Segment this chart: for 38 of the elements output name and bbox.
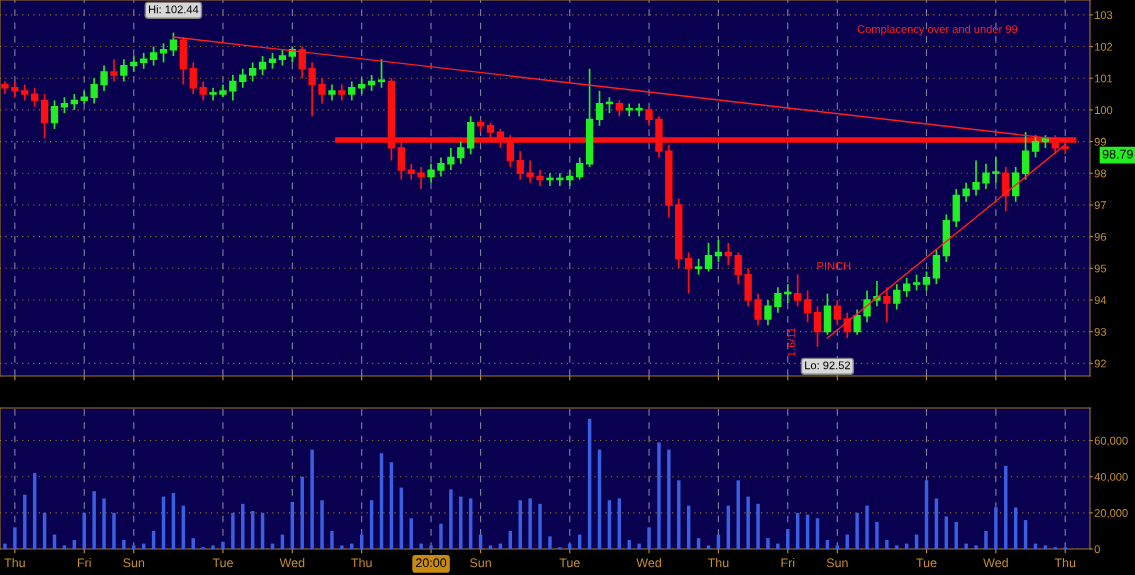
x-tick-label: Thu [4,558,25,568]
y-tick-label: 96 [1094,232,1107,241]
x-tick-label: Fri [77,558,91,568]
x-tick-label: Tue [559,558,580,568]
x-tick-label: Tue [916,558,937,568]
x-tick-label: Thu [1054,558,1076,568]
x-tick-label: Sun [826,558,848,568]
x-tick-label: Fri [781,558,795,568]
annotation: 1.6/11 [787,327,796,357]
x-tick-label: Tue [212,558,233,568]
x-tick-label: 20:00 [416,558,447,568]
text: 98.79 [1102,149,1133,159]
x-tick-label: Wed [983,558,1008,568]
y-tick-label: 92 [1094,359,1106,368]
x-tick-label: Sun [123,558,145,568]
y-tick-label: 0 [1094,545,1100,554]
y-tick-label: 97 [1094,201,1106,210]
y-tick-label: 102 [1095,42,1113,51]
y-tick-label: 99 [1094,137,1106,146]
y-tick-label: 93 [1094,327,1107,336]
x-tick-label: Wed [636,558,661,568]
annotation: Lo: 92.52 [805,361,851,370]
y-tick-label: 94 [1094,296,1107,305]
x-tick-label: Wed [279,558,305,568]
x-tick-label: Thu [707,558,729,568]
annotation: Complacency over and under 99 [857,24,1018,36]
x-tick-label: Sun [470,558,491,568]
y-tick-label: 40,000 [1094,472,1128,483]
annotation: PINCH [817,262,851,270]
y-tick-label: 95 [1094,264,1107,273]
annotation: Hi: 102.44 [149,5,199,14]
y-tick-label: 100 [1095,106,1113,115]
x-tick-label: Thu [351,558,372,568]
y-tick-label: 101 [1095,74,1113,83]
y-tick-label: 60,000 [1094,436,1128,446]
y-tick-label: 20,000 [1094,509,1128,519]
y-tick-label: 103 [1095,11,1113,20]
y-tick-label: 98 [1094,169,1107,178]
